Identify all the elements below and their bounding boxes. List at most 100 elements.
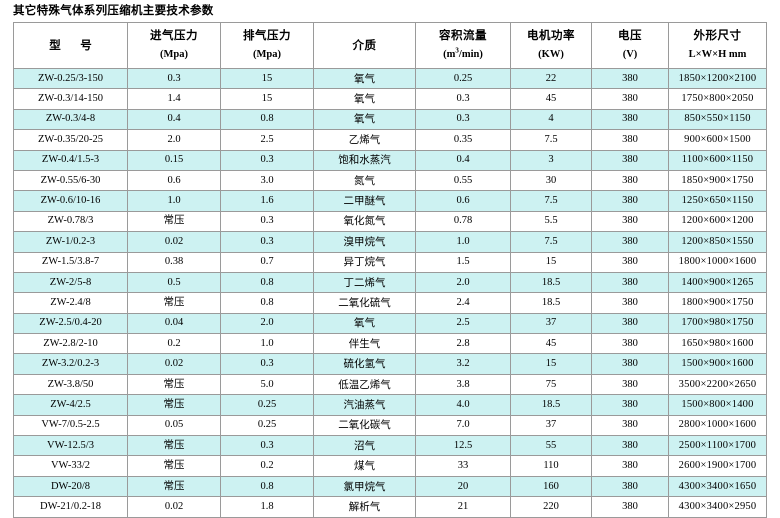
cell-dimensions: 1100×600×1150: [668, 149, 767, 171]
cell-inlet-pressure: 1.4: [127, 88, 221, 110]
cell-outlet-pressure: 3.0: [220, 169, 314, 192]
cell-motor-power: 37: [510, 414, 592, 437]
table-body: ZW-0.25/3-150 0.3 15 氧气 0.25 22 380 1850×1200×2…: [13, 67, 767, 518]
table-row: ZW-0.55/6-30 0.6 3.0 氮气 0.55 30 380 1850×900×17…: [13, 169, 767, 192]
cell-dimensions: 1800×1000×1600: [668, 251, 767, 273]
column-header-dimensions-unit: L×W×H mm: [688, 49, 747, 60]
cell-voltage: 380: [591, 169, 669, 192]
cell-dimensions: 1800×900×1750: [668, 292, 767, 314]
cell-outlet-pressure: 0.3: [220, 149, 314, 171]
cell-medium: 煤气: [313, 455, 416, 477]
cell-inlet-pressure: 常压: [127, 475, 221, 498]
cell-motor-power: 3: [510, 149, 592, 171]
cell-inlet-pressure: 0.38: [127, 251, 221, 273]
cell-dimensions: 4300×3400×1650: [668, 475, 767, 498]
cell-motor-power: 45: [510, 333, 592, 355]
cell-volume-flow: 0.6: [415, 190, 511, 212]
cell-medium: 硫化氢气: [313, 353, 416, 375]
column-header-outlet-pressure-unit: (Mpa): [253, 49, 281, 60]
cell-motor-power: 15: [510, 353, 592, 375]
cell-volume-flow: 2.8: [415, 333, 511, 355]
table-row: ZW-2.8/2-10 0.2 1.0 伴生气 2.8 45 380 1650×980×160…: [13, 333, 767, 355]
column-header-motor-power: 电机功率 (KW): [510, 22, 592, 69]
cell-volume-flow: 21: [415, 496, 511, 518]
cell-medium: 饱和水蒸汽: [313, 149, 416, 171]
cell-voltage: 380: [591, 435, 669, 457]
cell-motor-power: 15: [510, 251, 592, 273]
cell-model: DW-21/0.2-18: [13, 496, 128, 518]
cell-dimensions: 850×550×1150: [668, 108, 767, 131]
cell-volume-flow: 2.0: [415, 271, 511, 294]
cell-voltage: 380: [591, 333, 669, 355]
column-header-inlet-pressure: 进气压力 (Mpa): [127, 22, 221, 69]
cell-dimensions: 1400×900×1265: [668, 271, 767, 294]
cell-inlet-pressure: 0.3: [127, 67, 221, 90]
cell-volume-flow: 1.5: [415, 251, 511, 273]
cell-outlet-pressure: 2.0: [220, 312, 314, 335]
cell-medium: 氮气: [313, 169, 416, 192]
table-row: VW-33/2 常压 0.2 煤气 33 110 380 2600×1900×1700: [13, 455, 767, 477]
cell-outlet-pressure: 1.6: [220, 190, 314, 212]
cell-voltage: 380: [591, 373, 669, 396]
cell-model: ZW-0.6/10-16: [13, 190, 128, 212]
column-header-volume-flow: 容积流量 (m3/min): [415, 22, 511, 69]
cell-outlet-pressure: 0.7: [220, 251, 314, 273]
cell-motor-power: 220: [510, 496, 592, 518]
cell-voltage: 380: [591, 312, 669, 335]
cell-motor-power: 55: [510, 435, 592, 457]
table-row: ZW-0.6/10-16 1.0 1.6 二甲醚气 0.6 7.5 380 1250×650×…: [13, 190, 767, 212]
cell-medium: 二氧化硫气: [313, 292, 416, 314]
cell-motor-power: 7.5: [510, 190, 592, 212]
cell-voltage: 380: [591, 455, 669, 477]
cell-medium: 二甲醚气: [313, 190, 416, 212]
column-header-voltage-unit: (V): [622, 49, 638, 60]
column-header-outlet-pressure-label: 排气压力: [243, 30, 291, 42]
cell-medium: 异丁烷气: [313, 251, 416, 273]
cell-motor-power: 18.5: [510, 292, 592, 314]
cell-dimensions: 2600×1900×1700: [668, 455, 767, 477]
cell-voltage: 380: [591, 353, 669, 375]
cell-inlet-pressure: 1.0: [127, 190, 221, 212]
cell-dimensions: 900×600×1500: [668, 129, 767, 151]
cell-inlet-pressure: 0.02: [127, 496, 221, 518]
cell-inlet-pressure: 常压: [127, 292, 221, 314]
column-header-volume-flow-label: 容积流量: [439, 30, 487, 42]
cell-volume-flow: 0.35: [415, 129, 511, 151]
cell-model: ZW-2.8/2-10: [13, 333, 128, 355]
cell-model: ZW-0.78/3: [13, 210, 128, 233]
cell-medium: 二氧化碳气: [313, 414, 416, 437]
column-header-outlet-pressure: 排气压力 (Mpa): [220, 22, 314, 69]
cell-outlet-pressure: 0.3: [220, 210, 314, 233]
cell-motor-power: 37: [510, 312, 592, 335]
cell-medium: 氯甲烷气: [313, 475, 416, 498]
cell-voltage: 380: [591, 496, 669, 518]
cell-model: ZW-1.5/3.8-7: [13, 251, 128, 273]
table-row: DW-21/0.2-18 0.02 1.8 解析气 21 220 380 4300×3400×…: [13, 496, 767, 518]
cell-volume-flow: 0.25: [415, 67, 511, 90]
cell-dimensions: 1500×900×1600: [668, 353, 767, 375]
cell-outlet-pressure: 15: [220, 67, 314, 90]
cell-inlet-pressure: 0.5: [127, 271, 221, 294]
cell-voltage: 380: [591, 251, 669, 273]
cell-medium: 丁二烯气: [313, 271, 416, 294]
cell-outlet-pressure: 1.8: [220, 496, 314, 518]
cell-dimensions: 3500×2200×2650: [668, 373, 767, 396]
cell-voltage: 380: [591, 67, 669, 90]
cell-medium: 氧化氮气: [313, 210, 416, 233]
cell-inlet-pressure: 0.02: [127, 231, 221, 253]
cell-outlet-pressure: 0.8: [220, 108, 314, 131]
cell-dimensions: 1700×980×1750: [668, 312, 767, 335]
cell-dimensions: 1850×900×1750: [668, 169, 767, 192]
cell-volume-flow: 12.5: [415, 435, 511, 457]
cell-motor-power: 7.5: [510, 129, 592, 151]
cell-inlet-pressure: 0.15: [127, 149, 221, 171]
cell-voltage: 380: [591, 231, 669, 253]
cell-dimensions: 1850×1200×2100: [668, 67, 767, 90]
cell-outlet-pressure: 0.3: [220, 435, 314, 457]
header-row: 型 号 进气压力 (Mpa) 排气压力 (Mpa) 介质 容积流量 (m3/mi…: [13, 22, 767, 69]
table-row: ZW-1.5/3.8-7 0.38 0.7 异丁烷气 1.5 15 380 1800×1000…: [13, 251, 767, 273]
cell-dimensions: 1200×850×1550: [668, 231, 767, 253]
cell-inlet-pressure: 常压: [127, 435, 221, 457]
cell-volume-flow: 2.5: [415, 312, 511, 335]
cell-voltage: 380: [591, 292, 669, 314]
